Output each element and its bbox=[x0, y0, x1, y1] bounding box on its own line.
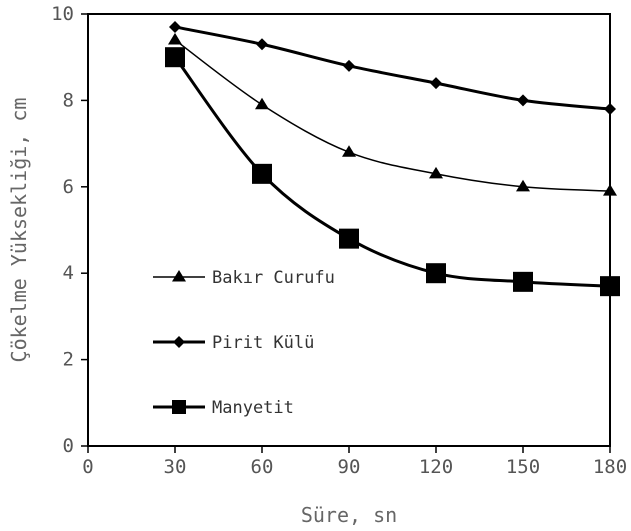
legend-bakir-curufu-point bbox=[172, 270, 186, 282]
pirit-kulu-point bbox=[604, 103, 616, 115]
series-line bbox=[175, 27, 610, 109]
x-tick-label: 0 bbox=[82, 456, 93, 478]
y-tick-label: 6 bbox=[63, 176, 74, 198]
legend-label: Pirit Külü bbox=[212, 333, 314, 353]
x-axis-title: Süre, sn bbox=[301, 503, 397, 527]
legend-pirit-kulu-point bbox=[173, 336, 185, 348]
bakir-curufu-point bbox=[603, 184, 617, 196]
x-tick-label: 30 bbox=[164, 456, 187, 478]
pirit-kulu-point bbox=[256, 38, 268, 50]
y-tick-label: 8 bbox=[63, 89, 74, 111]
legend-label: Manyetit bbox=[212, 398, 294, 418]
y-tick-label: 10 bbox=[51, 3, 74, 25]
y-tick-label: 0 bbox=[63, 435, 74, 457]
pirit-kulu-point bbox=[169, 21, 181, 33]
y-tick-label: 2 bbox=[63, 349, 74, 371]
pirit-kulu-point bbox=[343, 60, 355, 72]
series-line bbox=[175, 40, 610, 191]
legend: Bakır Curufu Pirit Külü Manyetit bbox=[153, 268, 335, 418]
series-pirit-kulu bbox=[169, 21, 616, 115]
manyetit-point bbox=[600, 276, 620, 296]
y-axis-title: Çökelme Yüksekliği, cm bbox=[7, 98, 31, 363]
x-tick-label: 150 bbox=[506, 456, 540, 478]
manyetit-point bbox=[426, 263, 446, 283]
legend-item-pirit-kulu: Pirit Külü bbox=[153, 333, 314, 353]
manyetit-point bbox=[339, 229, 359, 249]
pirit-kulu-point bbox=[430, 77, 442, 89]
legend-item-manyetit: Manyetit bbox=[153, 398, 294, 418]
pirit-kulu-point bbox=[517, 94, 529, 106]
legend-item-bakir-curufu: Bakır Curufu bbox=[153, 268, 335, 288]
manyetit-point bbox=[252, 164, 272, 184]
legend-manyetit-point bbox=[172, 400, 186, 414]
x-tick-label: 120 bbox=[419, 456, 453, 478]
data-series bbox=[165, 21, 620, 296]
manyetit-point bbox=[513, 272, 533, 292]
x-tick-label: 60 bbox=[251, 456, 274, 478]
series-bakir-curufu bbox=[168, 33, 617, 196]
x-tick-label: 90 bbox=[338, 456, 361, 478]
bakir-curufu-point bbox=[168, 33, 182, 45]
y-tick-label: 4 bbox=[63, 262, 74, 284]
series-line bbox=[175, 57, 610, 286]
legend-label: Bakır Curufu bbox=[212, 268, 335, 288]
manyetit-point bbox=[165, 47, 185, 67]
x-tick-label: 180 bbox=[593, 456, 627, 478]
bakir-curufu-point bbox=[255, 98, 269, 110]
